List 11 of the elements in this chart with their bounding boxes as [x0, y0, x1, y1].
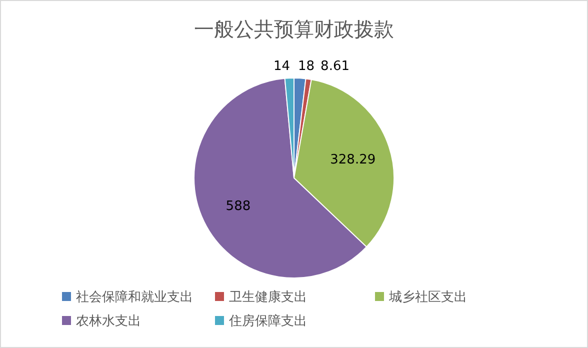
chart-title: 一般公共预算财政拨款	[194, 17, 394, 41]
data-label: 588	[226, 199, 251, 214]
data-label: 14	[273, 59, 290, 74]
data-label: 18	[298, 59, 315, 74]
legend-label: 城乡社区支出	[388, 290, 467, 305]
legend-label: 农林水支出	[76, 314, 141, 329]
legend-label: 社会保障和就业支出	[76, 290, 193, 305]
data-label: 8.61	[320, 59, 350, 74]
data-label: 328.29	[330, 152, 376, 168]
legend-label: 住房保障支出	[228, 313, 307, 329]
legend-label: 卫生健康支出	[229, 290, 307, 305]
